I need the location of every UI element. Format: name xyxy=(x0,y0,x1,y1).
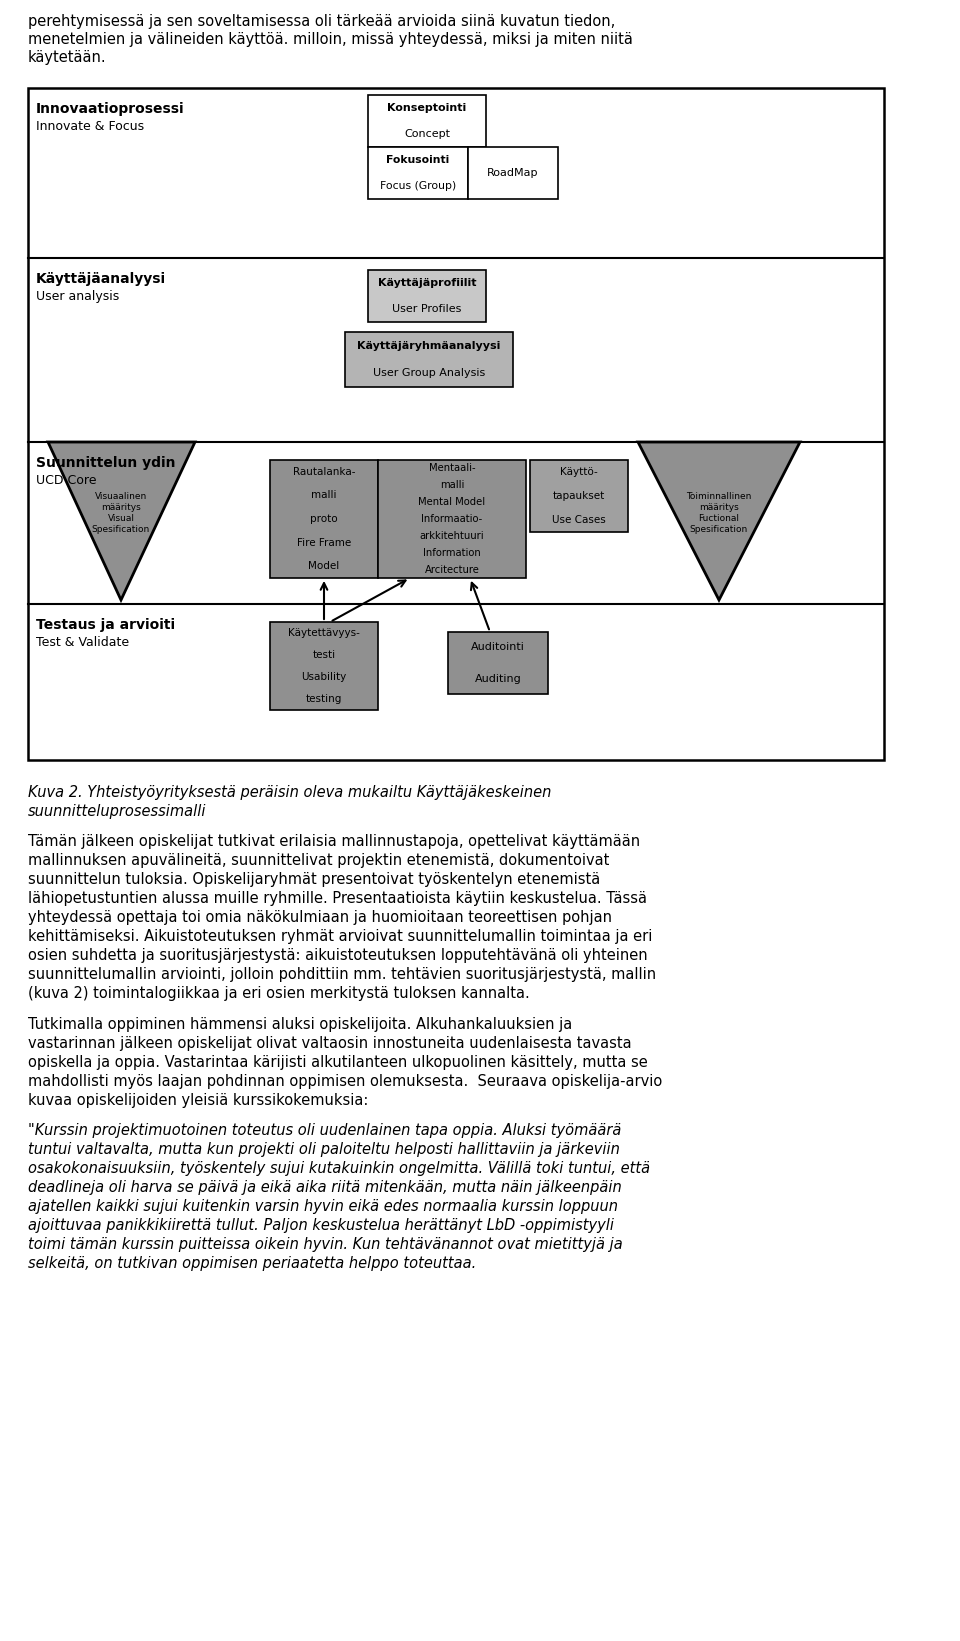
Text: arkkitehtuuri: arkkitehtuuri xyxy=(420,530,484,542)
Text: UCD Core: UCD Core xyxy=(36,474,97,487)
Text: lähiopetustuntien alussa muille ryhmille. Presentaatioista käytiin keskustelua. : lähiopetustuntien alussa muille ryhmille… xyxy=(28,891,647,906)
Text: Käyttäjäprofiilit: Käyttäjäprofiilit xyxy=(377,277,476,289)
Text: käytetään.: käytetään. xyxy=(28,49,107,66)
Bar xyxy=(368,271,486,322)
Text: mahdollisti myös laajan pohdinnan oppimisen olemuksesta.  Seuraava opiskelija-ar: mahdollisti myös laajan pohdinnan oppimi… xyxy=(28,1073,662,1088)
Text: proto: proto xyxy=(310,514,338,523)
Text: vastarinnan jälkeen opiskelijat olivat valtaosin innostuneita uudenlaisesta tava: vastarinnan jälkeen opiskelijat olivat v… xyxy=(28,1035,632,1050)
Polygon shape xyxy=(48,441,195,601)
Bar xyxy=(448,632,548,694)
Text: osien suhdetta ja suoritusjärjestystä: aikuistoteutuksen lopputehtävänä oli yhte: osien suhdetta ja suoritusjärjestystä: a… xyxy=(28,948,648,963)
Text: Rautalanka-: Rautalanka- xyxy=(293,466,355,478)
Text: Mental Model: Mental Model xyxy=(419,497,486,507)
Text: User analysis: User analysis xyxy=(36,290,119,304)
Text: selkeitä, on tutkivan oppimisen periaatetta helppo toteuttaa.: selkeitä, on tutkivan oppimisen periaate… xyxy=(28,1257,476,1272)
Text: toimi tämän kurssin puitteissa oikein hyvin. Kun tehtävänannot ovat mietittyjä j: toimi tämän kurssin puitteissa oikein hy… xyxy=(28,1237,623,1252)
Text: Testaus ja arvioiti: Testaus ja arvioiti xyxy=(36,619,175,632)
Text: Test & Validate: Test & Validate xyxy=(36,637,130,648)
Text: RoadMap: RoadMap xyxy=(488,167,539,177)
Text: Käytettävyys-: Käytettävyys- xyxy=(288,629,360,638)
Text: Innovaatioprosessi: Innovaatioprosessi xyxy=(36,102,184,117)
Text: kuvaa opiskelijoiden yleisiä kurssikokemuksia:: kuvaa opiskelijoiden yleisiä kurssikokem… xyxy=(28,1093,369,1108)
Text: Toiminnallinen
määritys
Fuctional
Spesification: Toiminnallinen määritys Fuctional Spesif… xyxy=(686,492,752,535)
Text: Concept: Concept xyxy=(404,130,450,139)
Text: Käyttäjäanalyysi: Käyttäjäanalyysi xyxy=(36,272,166,286)
Text: malli: malli xyxy=(311,491,337,501)
Text: Model: Model xyxy=(308,561,340,571)
Bar xyxy=(270,459,378,578)
Bar xyxy=(378,459,526,578)
Text: User Group Analysis: User Group Analysis xyxy=(372,368,485,377)
Text: testing: testing xyxy=(306,694,342,704)
Text: Fokusointi: Fokusointi xyxy=(386,154,449,166)
Text: suunnitteluprosessimalli: suunnitteluprosessimalli xyxy=(28,804,206,819)
Text: kehittämiseksi. Aikuistoteutuksen ryhmät arvioivat suunnittelumallin toimintaa j: kehittämiseksi. Aikuistoteutuksen ryhmät… xyxy=(28,929,653,945)
Text: perehtymisessä ja sen soveltamisessa oli tärkeää arvioida siinä kuvatun tiedon,: perehtymisessä ja sen soveltamisessa oli… xyxy=(28,15,615,30)
Text: ajoittuvaa panikkikiirettä tullut. Paljon keskustelua herättänyt LbD -oppimistyy: ajoittuvaa panikkikiirettä tullut. Paljo… xyxy=(28,1218,614,1232)
Text: yhteydessä opettaja toi omia näkökulmiaan ja huomioitaan teoreettisen pohjan: yhteydessä opettaja toi omia näkökulmiaa… xyxy=(28,911,612,926)
Text: Visuaalinen
määritys
Visual
Spesification: Visuaalinen määritys Visual Spesificatio… xyxy=(92,492,150,535)
Text: deadlineja oli harva se päivä ja eikä aika riitä mitenkään, mutta näin jälkeenpä: deadlineja oli harva se päivä ja eikä ai… xyxy=(28,1180,622,1195)
Text: ajatellen kaikki sujui kuitenkin varsin hyvin eikä edes normaalia kurssin loppuu: ajatellen kaikki sujui kuitenkin varsin … xyxy=(28,1200,618,1214)
Text: Usability: Usability xyxy=(301,673,347,683)
Text: Auditing: Auditing xyxy=(474,673,521,684)
Text: Suunnittelun ydin: Suunnittelun ydin xyxy=(36,456,176,469)
Text: Use Cases: Use Cases xyxy=(552,515,606,525)
Text: Innovate & Focus: Innovate & Focus xyxy=(36,120,144,133)
Text: menetelmien ja välineiden käyttöä. milloin, missä yhteydessä, miksi ja miten nii: menetelmien ja välineiden käyttöä. millo… xyxy=(28,33,633,48)
Text: Mentaali-: Mentaali- xyxy=(429,463,475,474)
Text: Käyttäjäryhmäanalyysi: Käyttäjäryhmäanalyysi xyxy=(357,341,501,351)
Text: suunnittelumallin arviointi, jolloin pohdittiin mm. tehtävien suoritusjärjestyst: suunnittelumallin arviointi, jolloin poh… xyxy=(28,968,656,983)
Text: Informaatio-: Informaatio- xyxy=(421,514,483,523)
Text: malli: malli xyxy=(440,481,465,491)
Bar xyxy=(368,95,486,148)
Polygon shape xyxy=(638,441,800,601)
Text: tapaukset: tapaukset xyxy=(553,491,605,501)
Text: mallinnuksen apuvälineitä, suunnittelivat projektin etenemistä, dokumentoivat: mallinnuksen apuvälineitä, suunnitteliva… xyxy=(28,853,610,868)
Text: Käyttö-: Käyttö- xyxy=(560,468,598,478)
Text: Konseptointi: Konseptointi xyxy=(388,103,467,113)
Text: User Profiles: User Profiles xyxy=(393,304,462,313)
Bar xyxy=(270,622,378,711)
Text: (kuva 2) toimintalogiikkaa ja eri osien merkitystä tuloksen kannalta.: (kuva 2) toimintalogiikkaa ja eri osien … xyxy=(28,986,530,1001)
Text: Tutkimalla oppiminen hämmensi aluksi opiskelijoita. Alkuhankaluuksien ja: Tutkimalla oppiminen hämmensi aluksi opi… xyxy=(28,1017,572,1032)
Bar xyxy=(468,148,558,199)
Text: Information: Information xyxy=(423,548,481,558)
Text: Arcitecture: Arcitecture xyxy=(424,565,479,574)
Text: Fire Frame: Fire Frame xyxy=(297,538,351,548)
Bar xyxy=(530,459,628,532)
Text: Kuva 2. Yhteistyöyrityksestä peräisin oleva mukailtu Käyttäjäkeskeinen: Kuva 2. Yhteistyöyrityksestä peräisin ol… xyxy=(28,784,551,801)
Bar xyxy=(345,331,513,387)
Text: osakokonaisuuksiin, työskentely sujui kutakuinkin ongelmitta. Välillä toki tuntu: osakokonaisuuksiin, työskentely sujui ku… xyxy=(28,1162,650,1177)
Text: Tämän jälkeen opiskelijat tutkivat erilaisia mallinnustapoja, opettelivat käyttä: Tämän jälkeen opiskelijat tutkivat erila… xyxy=(28,834,640,850)
Bar xyxy=(28,89,884,760)
Text: "Kurssin projektimuotoinen toteutus oli uudenlainen tapa oppia. Aluksi työmäärä: "Kurssin projektimuotoinen toteutus oli … xyxy=(28,1122,621,1139)
Text: tuntui valtavalta, mutta kun projekti oli paloiteltu helposti hallittaviin ja jä: tuntui valtavalta, mutta kun projekti ol… xyxy=(28,1142,620,1157)
Bar xyxy=(368,148,468,199)
Text: suunnittelun tuloksia. Opiskelijaryhmät presentoivat työskentelyn etenemistä: suunnittelun tuloksia. Opiskelijaryhmät … xyxy=(28,873,600,888)
Text: Focus (Group): Focus (Group) xyxy=(380,181,456,190)
Text: opiskella ja oppia. Vastarintaa kärijisti alkutilanteen ulkopuolinen käsittely, : opiskella ja oppia. Vastarintaa kärijist… xyxy=(28,1055,648,1070)
Text: Auditointi: Auditointi xyxy=(471,643,525,653)
Text: testi: testi xyxy=(312,650,336,660)
